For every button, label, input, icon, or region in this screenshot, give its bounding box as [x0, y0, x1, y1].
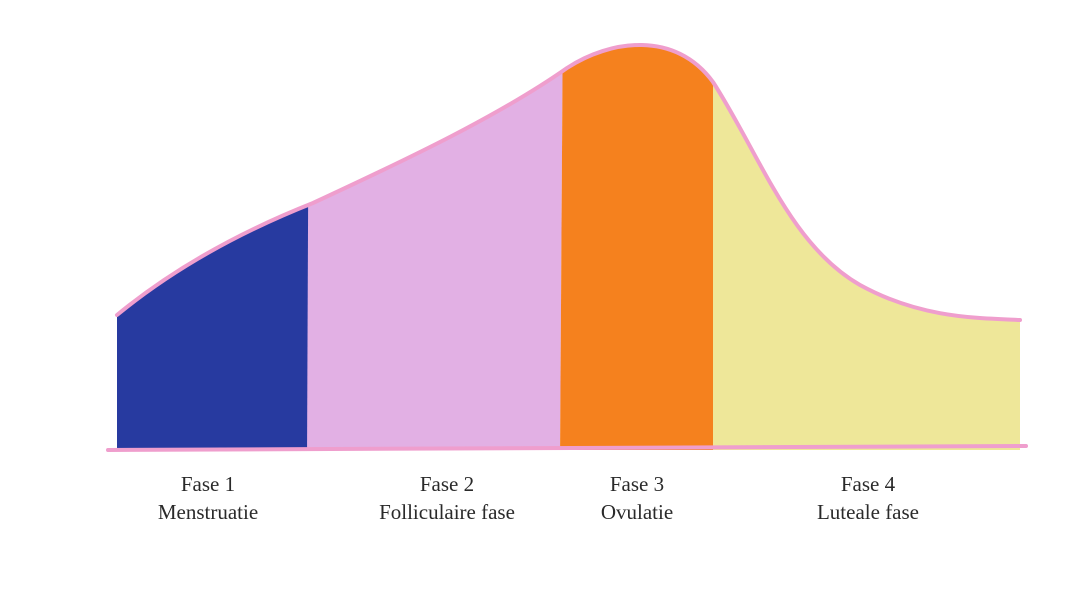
phase-4-label: Fase 4 Luteale fase — [758, 470, 978, 526]
phase-2-area — [307, 44, 563, 450]
phase-1-label: Fase 1 Menstruatie — [98, 470, 318, 526]
phase-3-area — [560, 44, 713, 450]
phase-3-title: Fase 3 — [609, 472, 665, 496]
phase-1-title: Fase 1 — [180, 472, 236, 496]
phase-4-area — [713, 44, 1020, 450]
baseline — [106, 444, 1028, 452]
phase-1-area — [117, 44, 309, 450]
phase-3-name: Ovulatie — [600, 500, 674, 524]
phase-2-label: Fase 2 Folliculaire fase — [337, 470, 557, 526]
phase-3-label: Fase 3 Ovulatie — [527, 470, 747, 526]
phase-2-title: Fase 2 — [419, 472, 475, 496]
phase-4-name: Luteale fase — [816, 500, 920, 524]
phase-1-name: Menstruatie — [157, 500, 259, 524]
cycle-curve-outline — [115, 43, 1022, 322]
phase-4-title: Fase 4 — [840, 472, 896, 496]
phase-2-name: Folliculaire fase — [379, 500, 515, 524]
